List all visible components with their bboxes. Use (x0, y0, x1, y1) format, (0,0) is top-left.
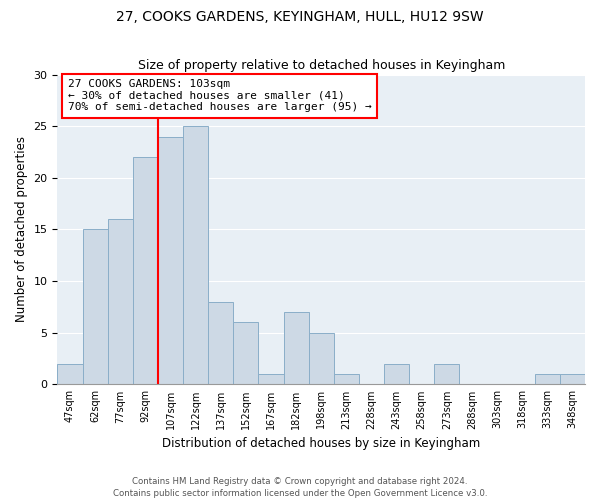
Bar (133, 157, 158, 384)
Bar (284, 312, 308, 384)
Bar (560, 374, 585, 384)
Bar (233, 322, 259, 384)
Bar (58, 364, 83, 384)
Title: Size of property relative to detached houses in Keyingham: Size of property relative to detached ho… (137, 59, 505, 72)
Bar (434, 364, 460, 384)
Text: Contains HM Land Registry data © Crown copyright and database right 2024.
Contai: Contains HM Land Registry data © Crown c… (113, 476, 487, 498)
Text: 27, COOKS GARDENS, KEYINGHAM, HULL, HU12 9SW: 27, COOKS GARDENS, KEYINGHAM, HULL, HU12… (116, 10, 484, 24)
Text: 27 COOKS GARDENS: 103sqm
← 30% of detached houses are smaller (41)
70% of semi-d: 27 COOKS GARDENS: 103sqm ← 30% of detach… (68, 79, 372, 112)
Bar (259, 374, 284, 384)
Bar (83, 230, 107, 384)
Bar (535, 374, 560, 384)
Bar (183, 126, 208, 384)
Y-axis label: Number of detached properties: Number of detached properties (15, 136, 28, 322)
Bar (384, 364, 409, 384)
Bar (107, 219, 133, 384)
X-axis label: Distribution of detached houses by size in Keyingham: Distribution of detached houses by size … (162, 437, 481, 450)
Bar (334, 374, 359, 384)
Bar (158, 136, 183, 384)
Bar (208, 302, 233, 384)
Bar (308, 333, 334, 384)
